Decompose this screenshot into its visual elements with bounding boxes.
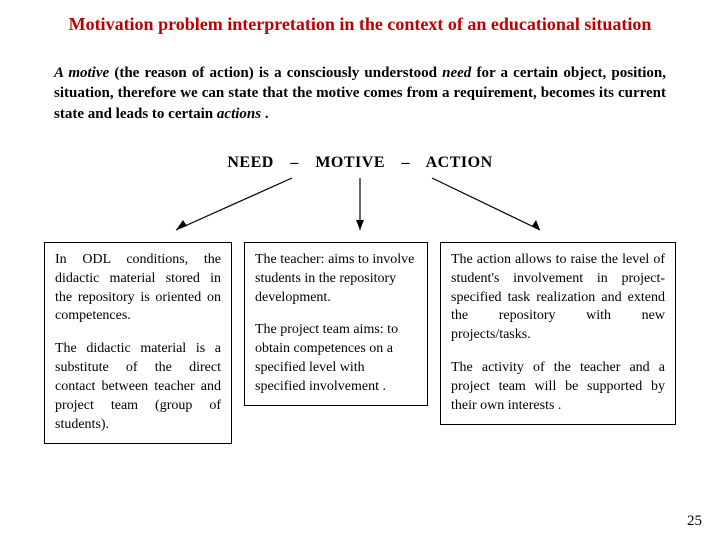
arrows-svg xyxy=(0,172,720,242)
need-motive-action-heading: NEED – MOTIVE – ACTION xyxy=(0,124,720,172)
boxes-row: In ODL conditions, the didactic material… xyxy=(0,242,720,444)
box-action-p1: The action allows to raise the level of … xyxy=(451,251,665,345)
arrows-region xyxy=(0,172,720,242)
definition-actions-italic: actions xyxy=(217,106,261,122)
arrow-line-0 xyxy=(176,178,292,230)
definition-paragraph: A motive (the reason of action) is a con… xyxy=(0,35,720,124)
arrow-head-0 xyxy=(176,220,187,230)
definition-need-italic: need xyxy=(442,65,471,81)
box-need-p1: In ODL conditions, the didactic material… xyxy=(55,251,221,327)
nma-dash-2: – xyxy=(389,154,422,172)
box-motive-p2: The project team aims: to obtain compete… xyxy=(255,321,417,397)
nma-motive: MOTIVE xyxy=(315,154,385,171)
definition-mid1: (the reason of action) is a consciously … xyxy=(109,65,442,81)
box-motive: The teacher: aims to involve students in… xyxy=(244,242,428,406)
nma-action: ACTION xyxy=(426,154,493,171)
box-action: The action allows to raise the level of … xyxy=(440,242,676,425)
nma-need: NEED xyxy=(227,154,273,171)
definition-suffix: . xyxy=(261,106,269,122)
box-need: In ODL conditions, the didactic material… xyxy=(44,242,232,444)
box-need-p2: The didactic material is a substitute of… xyxy=(55,340,221,434)
arrow-line-2 xyxy=(432,178,540,230)
page-number: 25 xyxy=(687,513,702,530)
nma-dash-1: – xyxy=(278,154,311,172)
definition-motive-italic: A motive xyxy=(54,65,109,81)
box-motive-p1: The teacher: aims to involve students in… xyxy=(255,251,417,308)
arrow-head-1 xyxy=(356,220,364,230)
page-title: Motivation problem interpretation in the… xyxy=(0,0,720,35)
box-action-p2: The activity of the teacher and a projec… xyxy=(451,359,665,416)
